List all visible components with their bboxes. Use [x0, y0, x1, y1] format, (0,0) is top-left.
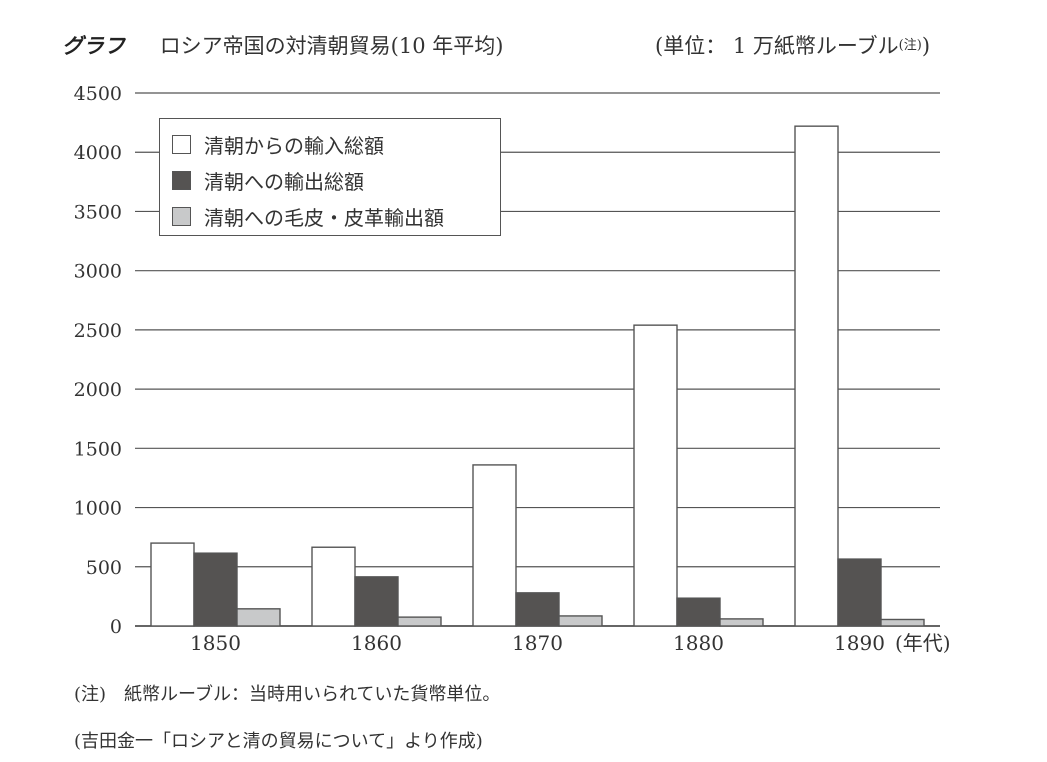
- x-tick-label: 1880: [673, 631, 724, 655]
- x-tick-label: 1890: [834, 631, 885, 655]
- bar: [794, 125, 839, 627]
- source-note: (吉田金一「ロシアと清の貿易について」より作成): [74, 731, 483, 752]
- legend-swatch-white: [172, 134, 191, 154]
- y-tick-label: 4500: [74, 83, 122, 105]
- bar: [837, 558, 882, 627]
- y-tick-label: 4000: [74, 142, 122, 164]
- bar: [633, 324, 678, 627]
- bar: [558, 615, 603, 627]
- chart-legend: 清朝からの輸入総額 清朝への輸出総額 清朝への毛皮・皮革輸出額: [159, 118, 501, 236]
- unit-label: (単位： 1 万紙幣ルーブル(注)): [655, 30, 930, 60]
- x-axis-unit-label: (年代): [895, 631, 951, 655]
- bar: [311, 546, 356, 627]
- y-tick-label: 3500: [74, 201, 122, 223]
- bar: [236, 608, 281, 627]
- graph-label: グラフ: [62, 34, 125, 58]
- legend-label: 清朝からの輸入総額: [204, 133, 384, 158]
- legend-item-fur-exports: 清朝への毛皮・皮革輸出額: [160, 198, 500, 234]
- y-tick-label: 3000: [74, 261, 122, 283]
- chart-title-row: グラフ ロシア帝国の対清朝貿易(10 年平均): [62, 30, 503, 60]
- x-tick-label: 1860: [351, 631, 402, 655]
- y-tick-label: 500: [86, 557, 122, 579]
- bar: [515, 592, 560, 627]
- bar: [880, 618, 925, 627]
- legend-item-imports: 清朝からの輸入総額: [160, 126, 500, 162]
- legend-swatch-light: [172, 206, 191, 226]
- footnote: (注) 紙幣ルーブル：当時用いられていた貨幣単位。: [74, 684, 501, 705]
- x-tick-label: 1850: [190, 631, 241, 655]
- bar: [472, 464, 517, 627]
- legend-swatch-dark: [172, 170, 191, 190]
- unit-note-marker: (注): [898, 38, 922, 53]
- bar: [719, 618, 764, 627]
- unit-suffix: ): [921, 34, 931, 58]
- bar: [676, 597, 721, 627]
- x-tick-label: 1870: [512, 631, 563, 655]
- legend-label: 清朝への輸出総額: [204, 169, 364, 194]
- legend-item-exports: 清朝への輸出総額: [160, 162, 500, 198]
- chart-title: ロシア帝国の対清朝貿易(10 年平均): [159, 34, 504, 58]
- y-tick-label: 1500: [74, 438, 122, 460]
- y-tick-label: 2500: [74, 320, 122, 342]
- bar: [397, 616, 442, 627]
- bar: [354, 576, 399, 627]
- y-tick-label: 0: [110, 616, 122, 638]
- y-tick-label: 1000: [74, 498, 122, 520]
- bar: [193, 552, 238, 627]
- unit-prefix: (単位： 1 万紙幣ルーブル: [655, 34, 899, 58]
- legend-label: 清朝への毛皮・皮革輸出額: [204, 205, 444, 230]
- y-tick-label: 2000: [74, 379, 122, 401]
- bar: [150, 542, 195, 627]
